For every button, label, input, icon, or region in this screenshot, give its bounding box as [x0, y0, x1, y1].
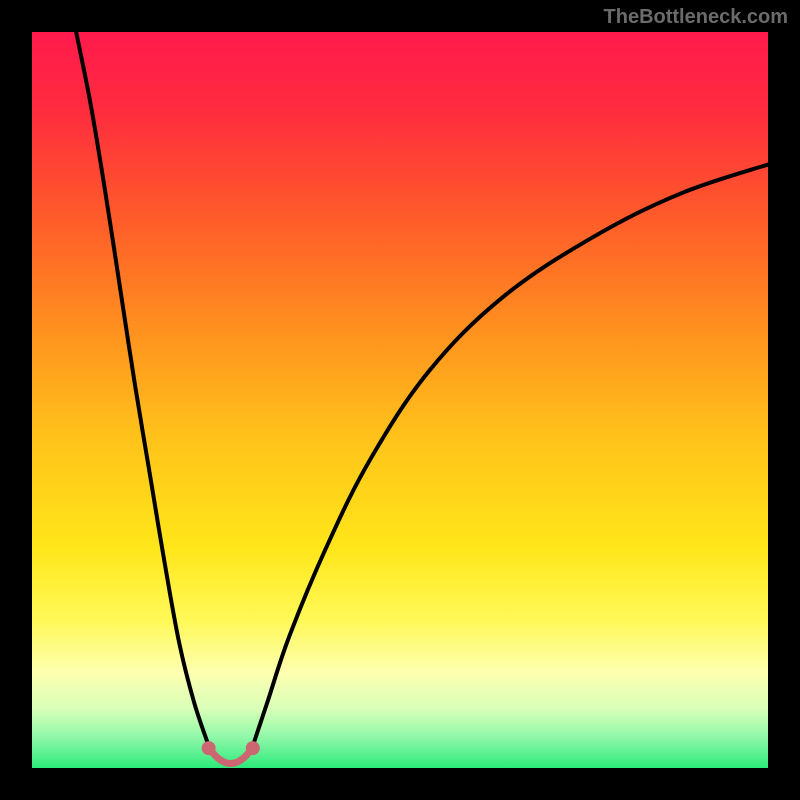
gradient-background: [32, 32, 768, 768]
marker-dot: [202, 741, 216, 755]
chart-container: [32, 32, 768, 768]
bottleneck-chart: [32, 32, 768, 768]
watermark-text: TheBottleneck.com: [604, 6, 788, 29]
marker-dot: [246, 741, 260, 755]
